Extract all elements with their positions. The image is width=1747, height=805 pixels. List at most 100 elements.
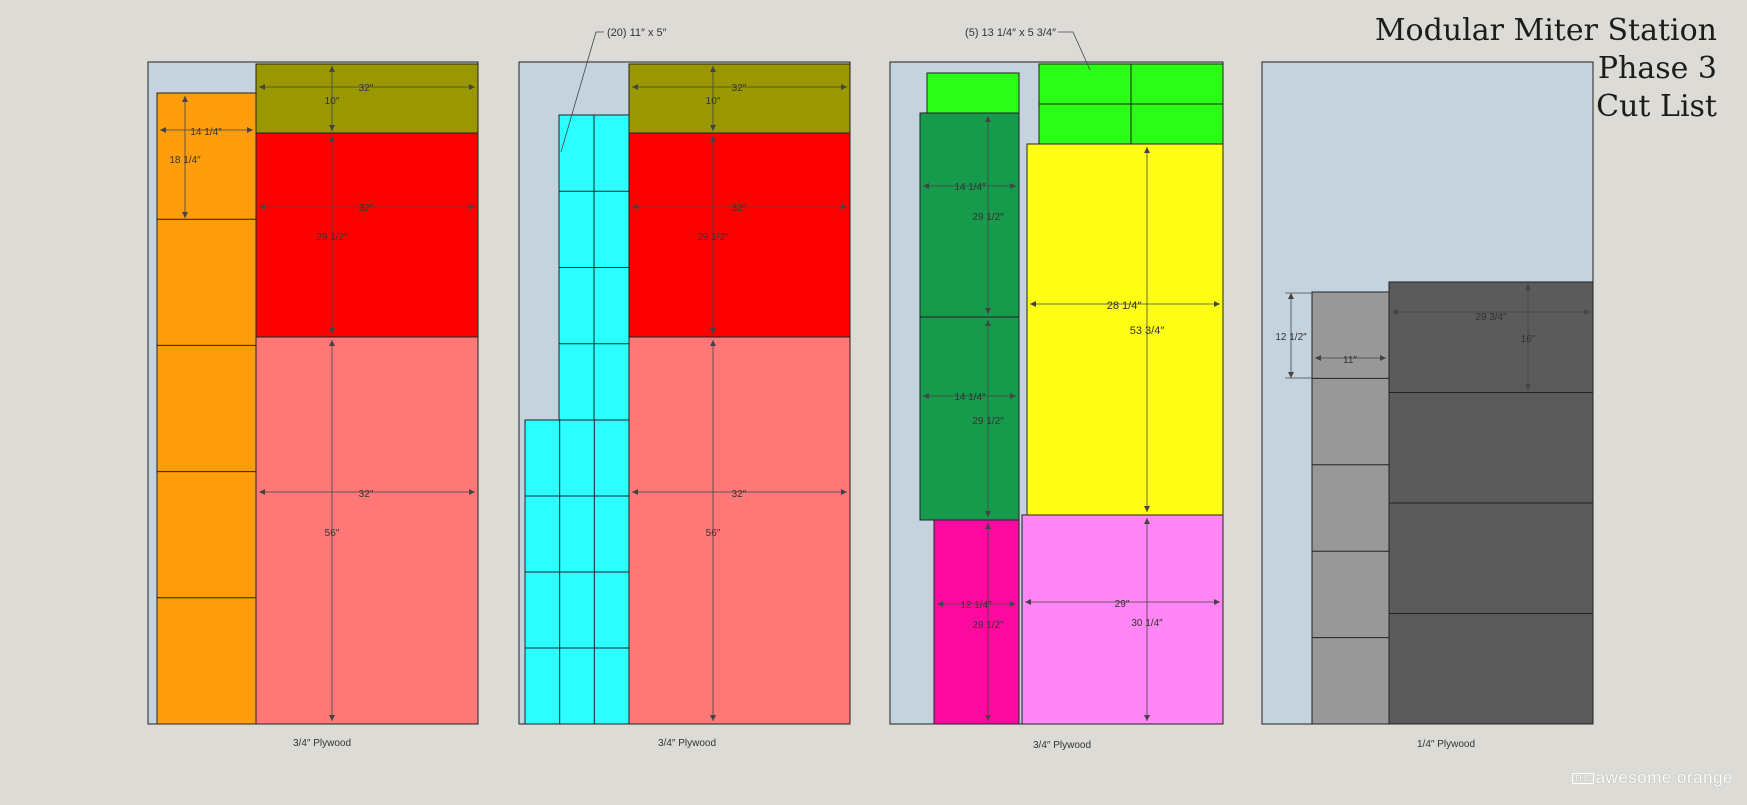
sheet-1-dim-olive-height-head-a [329, 66, 335, 72]
sheet-4-dim-lightgray-height-head-b [1288, 372, 1294, 378]
sheet-2-dim-label: 32″ [732, 83, 747, 94]
sheet-2-callout-leader [560, 31, 604, 153]
sheet-3-dim-darkgreen-height-a-head-a [985, 116, 991, 122]
sheet-2-dim-label: 32″ [732, 203, 747, 214]
sheet-1-piece-pink [255, 336, 479, 725]
title-line-1: Modular Miter Station [1374, 13, 1717, 48]
title-line-3: Cut List [1596, 89, 1717, 124]
sheet-3-callout-leader [1058, 31, 1091, 71]
sheet-3-piece-green-small [926, 72, 1020, 114]
sheet-4-dim-label: 29 3/4″ [1475, 312, 1507, 323]
sheet-1-dim-red-height-head-b [329, 328, 335, 334]
page-title: Modular Miter Station Phase 3 Cut List [1375, 12, 1717, 126]
sheet-1-dim-red-width-head-a [259, 204, 265, 210]
sheet-2-dim-olive-height-head-a [710, 66, 716, 72]
title-line-2: Phase 3 [1597, 51, 1717, 86]
sheet-4-dim-label: 11″ [1343, 355, 1357, 366]
sheet-3-dim-magenta-height-head-a [985, 523, 991, 529]
sheet-1-dim-orange-width-head-b [247, 127, 253, 133]
sheet-1-label: 3/4″ Plywood [293, 738, 351, 749]
sheet-4-dim-lightgray-width-head-b [1380, 355, 1386, 361]
sheet-2-piece-red [628, 132, 851, 338]
sheet-1-dim-label: 32″ [359, 489, 374, 500]
sheet-2-dim-pink-width-head-b [841, 489, 847, 495]
sheet-1-dim-olive-height-head-b [329, 125, 335, 131]
sheet-1-dim-label: 56″ [325, 528, 340, 539]
sheet-3-dim-magenta-height-head-b [985, 715, 991, 721]
sheet-3-dim-magenta-width-head-a [937, 601, 943, 607]
sheet-3-callout: (5) 13 1/4″ x 5 3/4″ [965, 27, 1056, 39]
sheet-3-piece-magenta [933, 519, 1020, 725]
sheet-2-dim-label: 56″ [706, 528, 721, 539]
sheet-3-dim-darkgreen-height-b-head-b [985, 511, 991, 517]
sheet-3-dim-lightpink-height-head-b [1144, 715, 1150, 721]
sheet-1-dim-label: 10″ [325, 96, 340, 107]
sheet-4-dim-darkgray-height-head-b [1525, 384, 1531, 390]
sheet-1-dim-pink-height-head-b [329, 715, 335, 721]
sheet-1-piece-olive [255, 63, 479, 134]
sheet-2-piece-pink [628, 336, 851, 725]
sheet-3-dim-label: 53 3/4″ [1130, 325, 1165, 337]
sheet-4-dim-lightgray-height-head-a [1288, 293, 1294, 299]
sheet-4-dim-darkgray-width-head-a [1392, 309, 1398, 315]
sheet-3-dim-yellow-height-head-a [1144, 147, 1150, 153]
sheet-3-piece-yellow [1026, 143, 1224, 516]
sheet-1-dim-pink-height-head-a [329, 340, 335, 346]
sheet-1-dim-orange-height-head-a [182, 96, 188, 102]
sheet-3-piece-darkgreen-top [919, 112, 1020, 318]
sheet-3-dim-label: 28 1/4″ [1107, 300, 1142, 312]
sheet-2-dim-red-width-head-a [632, 204, 638, 210]
sheet-3-dim-lightpink-height-head-a [1144, 518, 1150, 524]
sheet-1-piece-red [255, 132, 479, 338]
sheet-2-dim-label: 29 1/2″ [697, 232, 729, 243]
sheet-1-dim-label: 29 1/2″ [316, 232, 348, 243]
sheet-1-dim-label: 32″ [359, 83, 374, 94]
sheet-3-piece-darkgreen-bottom [919, 316, 1020, 521]
sheet-2-dim-red-height-head-a [710, 136, 716, 142]
sheet-3-label: 3/4″ Plywood [1033, 740, 1091, 751]
sheet-3-dim-label: 12 1/4″ [960, 600, 992, 611]
sheet-2-dim-pink-width-head-a [632, 489, 638, 495]
sheet-2-dim-red-width-head-b [841, 204, 847, 210]
brand-logo: THE awesome orange [1572, 768, 1733, 788]
brand-name: awesome orange [1595, 768, 1733, 787]
sheet-4-dim-label: 16″ [1521, 334, 1536, 345]
sheet-3-dim-darkgreen-width-b-head-b [1010, 393, 1016, 399]
sheet-3-dim-magenta-width-head-b [1010, 601, 1016, 607]
sheet-3-dim-darkgreen-height-b-head-a [985, 320, 991, 326]
sheet-1-dim-label: 18 1/4″ [169, 155, 201, 166]
sheet-4-label: 1/4″ Plywood [1417, 739, 1475, 750]
sheet-3-dim-label: 29″ [1115, 599, 1130, 610]
sheet-1-dim-red-height-head-a [329, 136, 335, 142]
sheet-2-dim-olive-width-head-b [841, 84, 847, 90]
sheet-1-dim-label: 14 1/4″ [190, 127, 222, 138]
sheet-2-dim-red-height-head-b [710, 328, 716, 334]
sheet-3-dim-yellow-width-head-b [1214, 301, 1220, 307]
sheet-1-dim-label: 32″ [359, 203, 374, 214]
sheet-3-dim-darkgreen-width-a-head-b [1010, 183, 1016, 189]
sheet-1-dim-olive-width-head-b [469, 84, 475, 90]
sheet-3-dim-lightpink-width-head-a [1025, 599, 1031, 605]
sheet-2-dim-olive-width-head-a [632, 84, 638, 90]
sheet-1-dim-pink-width-head-a [259, 489, 265, 495]
sheet-2-dim-pink-height-head-a [710, 340, 716, 346]
sheet-2-dim-label: 32″ [732, 489, 747, 500]
sheet-3-dim-label: 14 1/4″ [954, 182, 986, 193]
sheet-3-dim-yellow-width-head-a [1030, 301, 1036, 307]
sheet-4-dim-lightgray-width-head-a [1315, 355, 1321, 361]
sheet-2-piece-olive [628, 63, 851, 134]
sheet-3-dim-yellow-height-head-b [1144, 506, 1150, 512]
sheet-2-dim-olive-height-head-b [710, 125, 716, 131]
sheet-3-piece-lightpink [1021, 514, 1224, 725]
sheet-3-dim-label: 29 1/2″ [972, 620, 1004, 631]
sheet-3-dim-darkgreen-height-a-head-b [985, 308, 991, 314]
sheet-3-dim-darkgreen-width-b-head-a [923, 393, 929, 399]
sheet-1-dim-red-width-head-b [469, 204, 475, 210]
brand-prefix: THE [1572, 773, 1594, 785]
sheet-3-dim-darkgreen-width-a-head-a [923, 183, 929, 189]
sheet-4-dim-darkgray-height-head-a [1525, 284, 1531, 290]
sheet-2-label: 3/4″ Plywood [658, 738, 716, 749]
sheet-3-dim-label: 14 1/4″ [954, 392, 986, 403]
